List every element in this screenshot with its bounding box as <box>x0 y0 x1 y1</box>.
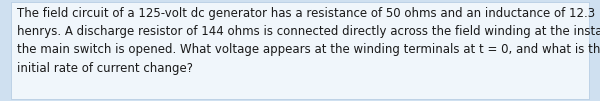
Text: The field circuit of a 125-volt dc generator has a resistance of 50 ohms and an : The field circuit of a 125-volt dc gener… <box>17 7 600 75</box>
FancyBboxPatch shape <box>11 2 589 99</box>
